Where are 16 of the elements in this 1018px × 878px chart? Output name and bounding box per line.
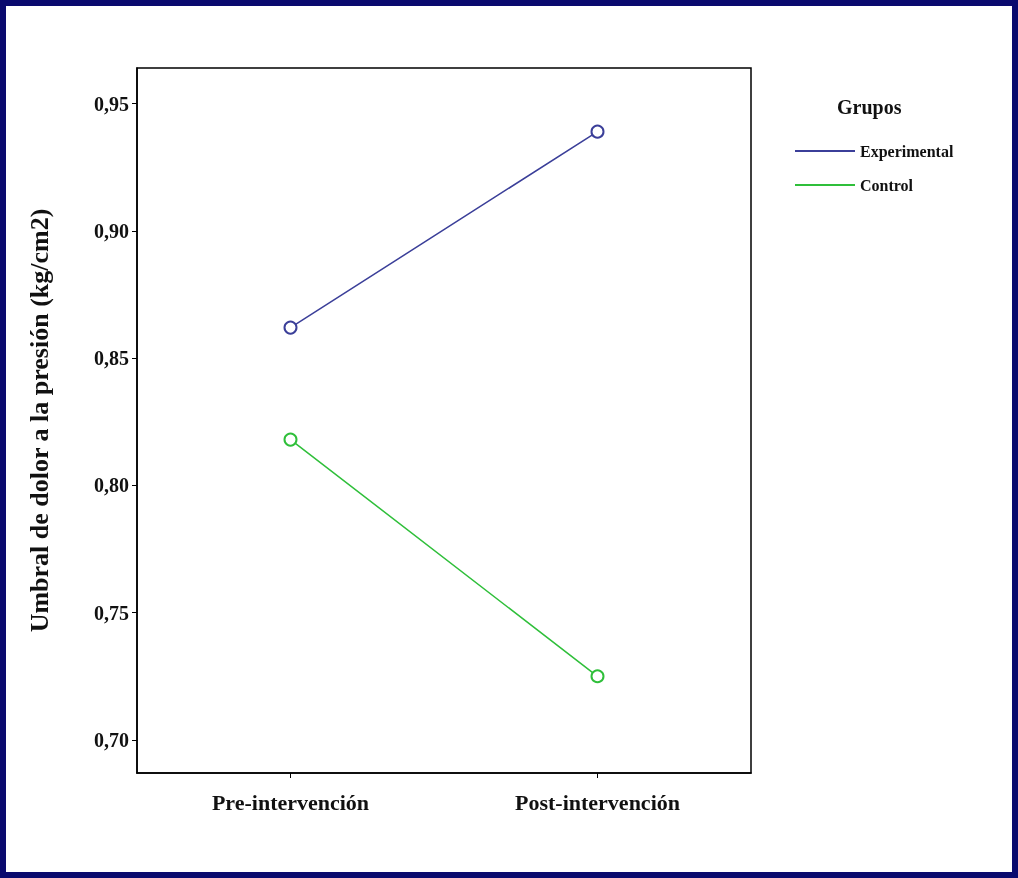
y-tick-label: 0,90: [94, 219, 129, 242]
legend-title: Grupos: [837, 96, 902, 119]
x-tick-label: Pre-intervención: [211, 789, 370, 815]
point: [590, 669, 605, 684]
y-axis-title: Umbral de dolor a la presión (kg/cm2): [24, 208, 54, 633]
x-tick-label: Post-intervención: [515, 789, 680, 815]
legend-label: Control: [860, 176, 914, 194]
y-tick-label: 0,75: [94, 601, 129, 624]
y-tick-label: 0,95: [94, 92, 129, 115]
y-tick-label: 0,80: [94, 474, 129, 497]
legend-label: Experimental: [860, 142, 954, 161]
point: [590, 124, 605, 139]
point: [283, 432, 298, 447]
y-tick-label: 0,85: [94, 347, 129, 370]
y-tick-label: 0,70: [94, 728, 129, 751]
point: [283, 320, 298, 335]
